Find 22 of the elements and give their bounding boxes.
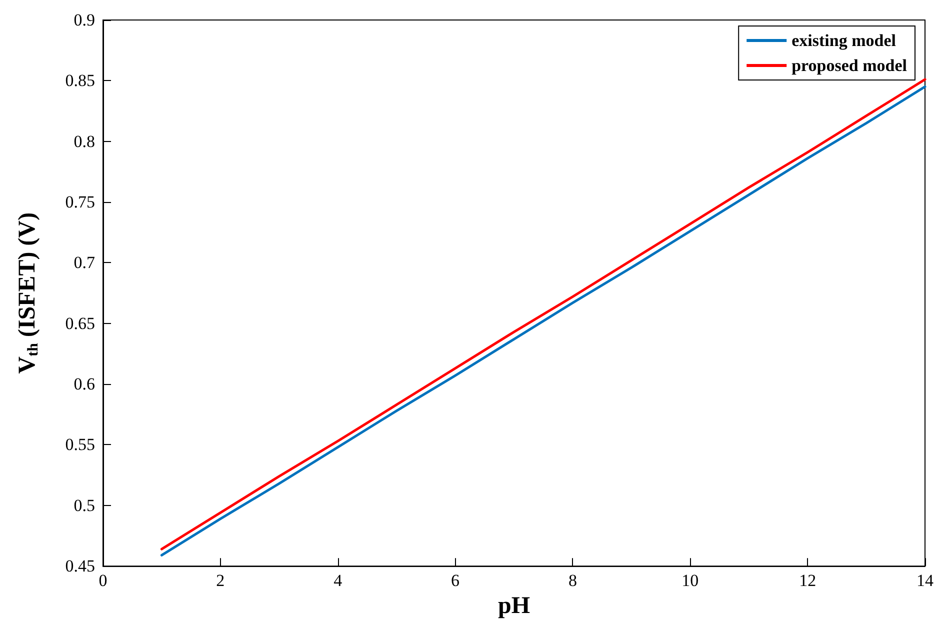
y-tick-label: 0.9 <box>74 10 95 30</box>
x-tick-label: 14 <box>916 571 934 590</box>
x-tick-label: 12 <box>799 571 816 590</box>
x-tick-label: 10 <box>682 571 699 590</box>
x-tick-label: 2 <box>216 571 225 590</box>
y-tick-label: 0.65 <box>65 314 95 333</box>
y-axis-title: Vth (ISFET) (V) <box>14 212 42 374</box>
x-tick-label: 6 <box>451 571 460 590</box>
y-tick-label: 0.7 <box>74 253 96 272</box>
x-tick-label: 4 <box>334 571 343 590</box>
x-axis-title: pH <box>498 593 530 619</box>
y-tick-label: 0.45 <box>65 556 95 576</box>
y-tick-label: 0.8 <box>74 132 95 151</box>
y-tick-label: 0.55 <box>65 435 95 454</box>
x-tick-label: 8 <box>568 571 577 590</box>
y-tick-label: 0.75 <box>65 192 95 212</box>
y-tick-label: 0.85 <box>65 71 95 90</box>
legend-label: existing model <box>792 31 896 50</box>
y-tick-label: 0.6 <box>74 374 95 394</box>
legend-label: proposed model <box>792 56 908 75</box>
y-tick-label: 0.5 <box>74 496 95 515</box>
x-tick-label: 0 <box>98 571 108 590</box>
